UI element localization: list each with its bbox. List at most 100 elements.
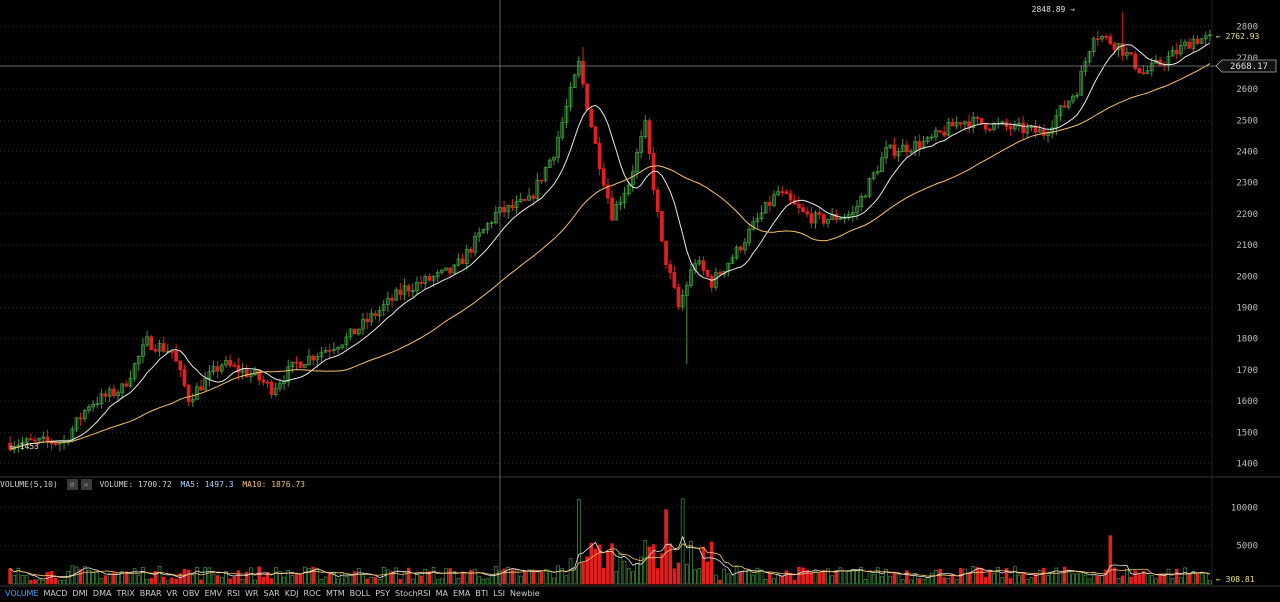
candle-up: [82, 409, 87, 420]
candle-up: [680, 294, 685, 308]
tab-brar[interactable]: BRAR: [139, 589, 162, 598]
candle-up: [211, 366, 216, 373]
volume-bar: [456, 578, 461, 585]
tab-dmi[interactable]: DMI: [72, 589, 88, 598]
candle-up: [875, 171, 880, 174]
tab-psy[interactable]: PSY: [375, 589, 391, 598]
candle-up: [622, 193, 627, 203]
tab-sar[interactable]: SAR: [263, 589, 280, 598]
volume-ma5-line: [9, 535, 1211, 580]
price-tick-label: 2800: [1236, 23, 1258, 33]
settings-icon[interactable]: ⚙: [66, 479, 78, 490]
candle-down: [199, 386, 203, 391]
volume-bar: [921, 578, 926, 585]
candle-up: [452, 264, 457, 274]
tab-bti[interactable]: BTI: [475, 589, 489, 598]
volume-bar: [730, 574, 735, 585]
tab-vr[interactable]: VR: [166, 589, 178, 598]
volume-bar: [996, 566, 1000, 585]
tab-mtm[interactable]: MTM: [325, 589, 345, 598]
candle-down: [149, 336, 154, 350]
tab-newbie[interactable]: Newbie: [510, 589, 540, 598]
volume-bar: [282, 576, 286, 585]
volume-bar: [851, 568, 855, 585]
volume-bar: [153, 571, 158, 585]
volume-bar: [1187, 574, 1191, 585]
volume-bar: [834, 570, 839, 585]
candle-up: [20, 441, 25, 446]
tab-obv[interactable]: OBV: [182, 589, 200, 598]
tab-roc[interactable]: ROC: [303, 589, 321, 598]
candle-up: [535, 179, 540, 199]
candle-down: [419, 282, 423, 284]
tab-lsi[interactable]: LSI: [493, 589, 506, 598]
volume-bar: [647, 546, 652, 585]
candle-up: [514, 201, 519, 209]
candle-down: [244, 369, 249, 378]
tab-trix[interactable]: TRIX: [116, 589, 135, 598]
candle-up: [888, 144, 893, 148]
candle-down: [767, 201, 772, 206]
candle-up: [302, 364, 307, 368]
candle-up: [543, 167, 548, 181]
volume-bar: [249, 567, 253, 585]
candle-down: [33, 439, 37, 442]
candle-up: [1079, 70, 1084, 96]
tab-stochrsi[interactable]: StochRSI: [395, 589, 431, 598]
volume-bar: [830, 575, 834, 585]
volume-bar: [136, 574, 141, 585]
volume-bar: [564, 575, 569, 585]
volume-bar: [232, 576, 237, 585]
candle-down: [510, 205, 515, 209]
last-volume-label: ← 308.81: [1216, 575, 1255, 584]
tab-emv[interactable]: EMV: [204, 589, 222, 598]
tab-macd[interactable]: MACD: [43, 589, 68, 598]
candle-up: [489, 222, 494, 225]
candle-up: [909, 150, 913, 153]
candle-down: [589, 109, 594, 128]
close-icon[interactable]: ✕: [80, 479, 92, 490]
price-grid: [0, 0, 1280, 587]
candle-up: [286, 366, 291, 382]
candle-down: [983, 123, 988, 130]
tab-volume[interactable]: VOLUME: [5, 589, 39, 598]
candle-up: [37, 438, 41, 441]
candle-up: [410, 290, 415, 293]
candle-down: [805, 211, 810, 215]
candle-down: [427, 275, 432, 281]
candle-down: [1062, 105, 1067, 108]
candle-up: [1100, 35, 1104, 40]
candle-down: [718, 272, 722, 275]
candle-down: [1104, 35, 1108, 38]
volume-bar: [585, 556, 589, 585]
candle-up: [755, 218, 760, 223]
tab-ema[interactable]: EMA: [452, 589, 471, 598]
tab-rsi[interactable]: RSI: [227, 589, 240, 598]
volume-bar: [1166, 568, 1171, 585]
volume-bar: [805, 569, 810, 585]
tab-boll[interactable]: BOLL: [349, 589, 371, 598]
volume-bar: [448, 568, 452, 585]
candle-up: [1071, 95, 1075, 102]
candle-up: [639, 136, 643, 153]
volume-bar: [801, 567, 805, 585]
candle-down: [365, 318, 369, 323]
tab-ma[interactable]: MA: [435, 589, 448, 598]
volume-tick-label: 5000: [1236, 542, 1258, 552]
price-tick-label: 2400: [1236, 148, 1258, 158]
volume-bar: [988, 570, 992, 585]
volume-bar: [1033, 572, 1038, 585]
candle-up: [1170, 50, 1175, 57]
volume-bar: [12, 574, 17, 585]
tab-dma[interactable]: DMA: [92, 589, 112, 598]
volume-series: [8, 498, 1212, 585]
candle-down: [1108, 36, 1113, 45]
tab-kdj[interactable]: KDJ: [284, 589, 299, 598]
volume-bar: [946, 577, 951, 585]
tab-wr[interactable]: WR: [245, 589, 259, 598]
volume-bar: [1025, 579, 1030, 585]
candle-up: [190, 398, 195, 402]
volume-bar: [1195, 572, 1200, 585]
candle-up: [1066, 100, 1071, 108]
